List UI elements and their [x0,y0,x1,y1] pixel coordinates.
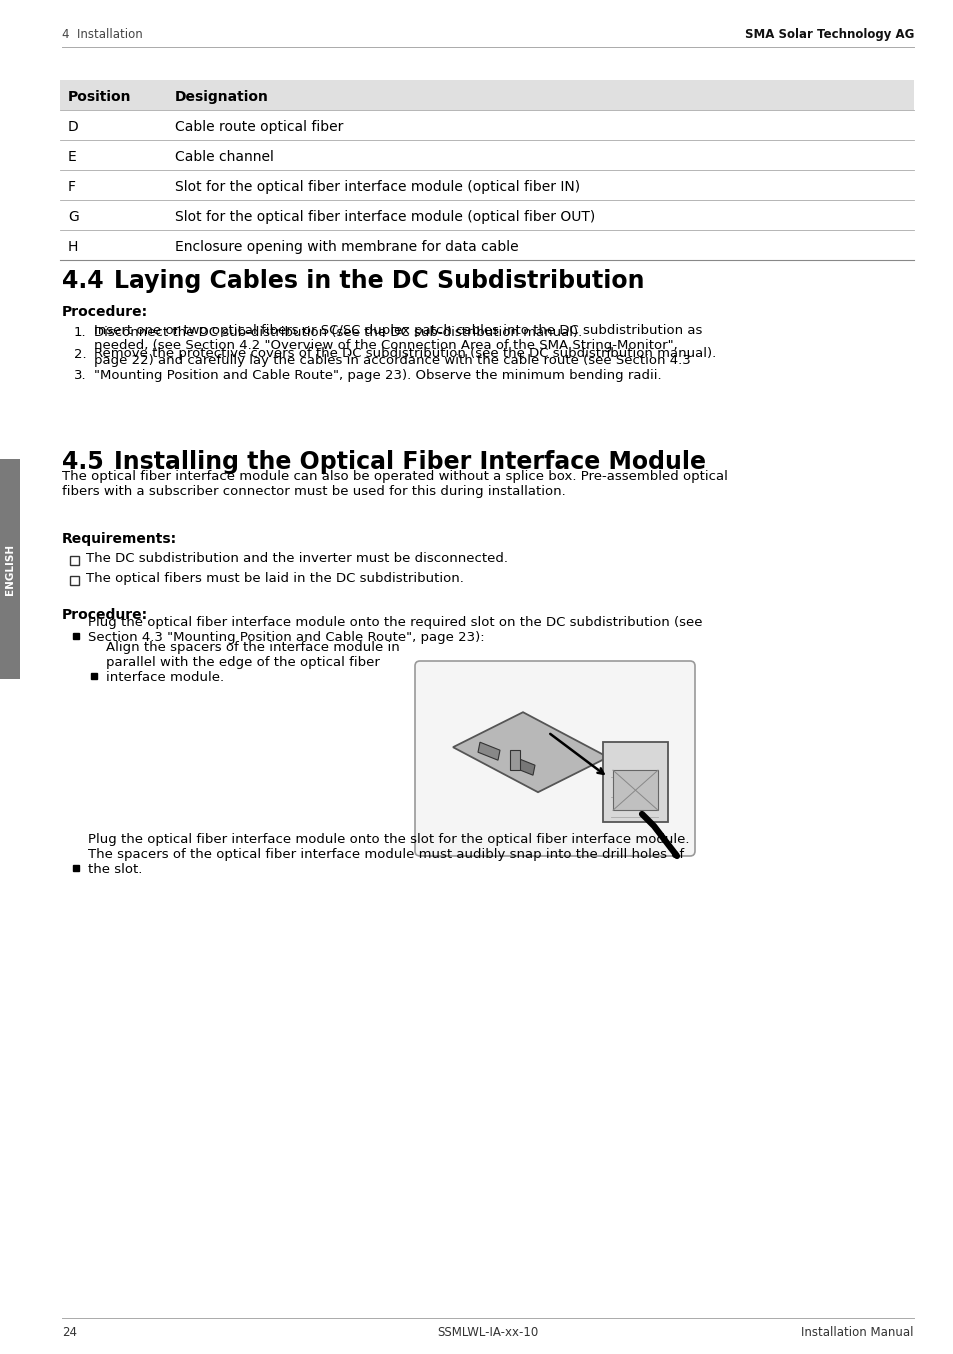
Text: The optical fiber interface module can also be operated without a splice box. Pr: The optical fiber interface module can a… [62,470,727,498]
Text: Enclosure opening with membrane for data cable: Enclosure opening with membrane for data… [174,240,518,255]
Text: ENGLISH: ENGLISH [5,543,15,594]
Text: Remove the protective covers of the DC subdistribution (see the DC subdistributi: Remove the protective covers of the DC s… [94,348,716,360]
Text: Cable route optical fiber: Cable route optical fiber [174,121,343,134]
Text: The DC subdistribution and the inverter must be disconnected.: The DC subdistribution and the inverter … [86,552,507,565]
Text: 2.: 2. [74,348,87,360]
Text: 24: 24 [62,1326,77,1339]
Text: Plug the optical fiber interface module onto the slot for the optical fiber inte: Plug the optical fiber interface module … [88,833,689,876]
Text: Cable channel: Cable channel [174,150,274,164]
Bar [70,575,79,585]
Text: 3.: 3. [74,370,87,382]
Text: F: F [68,180,76,194]
Text: Insert one or two optical fibers or SC/SC duplex patch cables into the DC subdis: Insert one or two optical fibers or SC/S… [94,324,701,382]
Text: SSMLWL-IA-xx-10: SSMLWL-IA-xx-10 [436,1326,538,1339]
Bar [510,750,519,770]
Text: SMA Solar Technology AG: SMA Solar Technology AG [744,28,913,41]
Text: Designation: Designation [174,89,269,104]
Text: Installing the Optical Fiber Interface Module: Installing the Optical Fiber Interface M… [113,450,705,474]
Bar [60,80,913,110]
Text: 4.4: 4.4 [62,269,104,292]
Text: The optical fibers must be laid in the DC subdistribution.: The optical fibers must be laid in the D… [86,571,463,585]
Text: 4.5: 4.5 [62,450,104,474]
Text: H: H [68,240,78,255]
Text: D: D [68,121,79,134]
Text: Position: Position [68,89,132,104]
Text: 1.: 1. [74,326,87,338]
Bar [613,770,658,810]
Text: Procedure:: Procedure: [62,608,148,621]
Text: Laying Cables in the DC Subdistribution: Laying Cables in the DC Subdistribution [113,269,644,292]
Bar [70,556,79,565]
Polygon shape [477,742,499,760]
Text: Slot for the optical fiber interface module (optical fiber IN): Slot for the optical fiber interface mod… [174,180,579,194]
Text: Slot for the optical fiber interface module (optical fiber OUT): Slot for the optical fiber interface mod… [174,210,595,223]
Text: Disconnect the DC sub-distribution (see the DC sub-distribution manual).: Disconnect the DC sub-distribution (see … [94,326,581,338]
Polygon shape [602,742,667,822]
Text: Align the spacers of the interface module in
parallel with the edge of the optic: Align the spacers of the interface modul… [106,640,399,684]
Polygon shape [513,757,535,776]
Text: Installation Manual: Installation Manual [801,1326,913,1339]
Text: 4  Installation: 4 Installation [62,28,143,41]
Bar [0,459,20,678]
Polygon shape [453,712,607,792]
Text: E: E [68,150,76,164]
FancyBboxPatch shape [415,661,695,856]
Text: Procedure:: Procedure: [62,305,148,320]
Text: Requirements:: Requirements: [62,532,177,546]
Text: Plug the optical fiber interface module onto the required slot on the DC subdist: Plug the optical fiber interface module … [88,616,701,645]
Text: G: G [68,210,79,223]
